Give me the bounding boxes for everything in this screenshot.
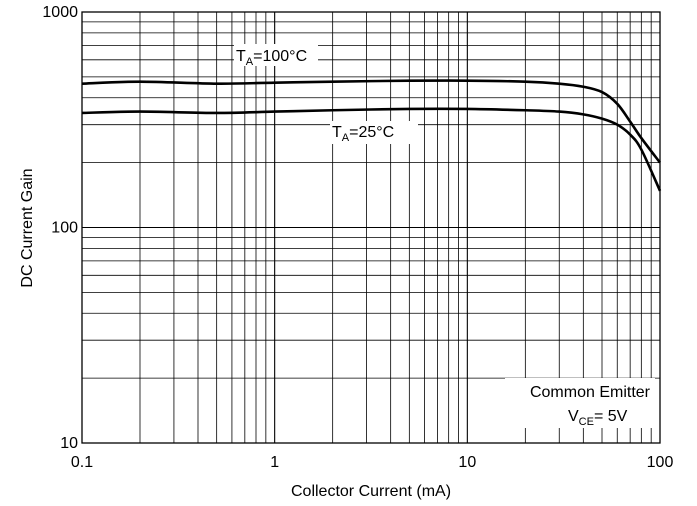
- y-axis-title: DC Current Gain: [19, 168, 36, 287]
- series-label-ta100-sub: A: [246, 56, 254, 68]
- series-label-ta25: TA=25°C: [330, 121, 418, 144]
- series-label-ta100: TA=100°C: [234, 44, 318, 68]
- series-line-1: [81, 107, 662, 192]
- condition-rest: = 5V: [594, 408, 628, 425]
- x-tick-label: 10: [458, 454, 476, 471]
- x-tick-label: 0.1: [71, 454, 93, 471]
- x-axis-title: Collector Current (mA): [291, 483, 451, 500]
- condition-sub: CE: [579, 416, 594, 428]
- series-line-0: [81, 79, 662, 164]
- svg-text:TA=25°C: TA=25°C: [332, 124, 394, 144]
- series-label-ta25-rest: =25°C: [349, 124, 394, 141]
- curves: [81, 79, 662, 192]
- y-tick-label: 10: [60, 435, 78, 452]
- series-label-ta25-sub: A: [342, 132, 350, 144]
- series-label-ta100-main: T: [236, 48, 246, 65]
- x-tick-label: 100: [647, 454, 674, 471]
- condition-v: V: [568, 408, 579, 425]
- condition-line1: Common Emitter: [530, 384, 651, 401]
- series-label-ta100-rest: =100°C: [253, 48, 307, 65]
- x-tick-label: 1: [270, 454, 279, 471]
- series-label-ta25-main: T: [332, 124, 342, 141]
- tick-labels: 0.1 1 10 100 10 100 1000: [42, 4, 673, 471]
- y-tick-label: 100: [51, 220, 78, 237]
- y-tick-label: 1000: [42, 4, 78, 21]
- plot-frame: [81, 11, 661, 444]
- svg-text:VCE= 5V: VCE= 5V: [568, 408, 628, 428]
- condition-annotation: Common Emitter VCE= 5V: [505, 378, 655, 428]
- svg-text:TA=100°C: TA=100°C: [236, 48, 307, 68]
